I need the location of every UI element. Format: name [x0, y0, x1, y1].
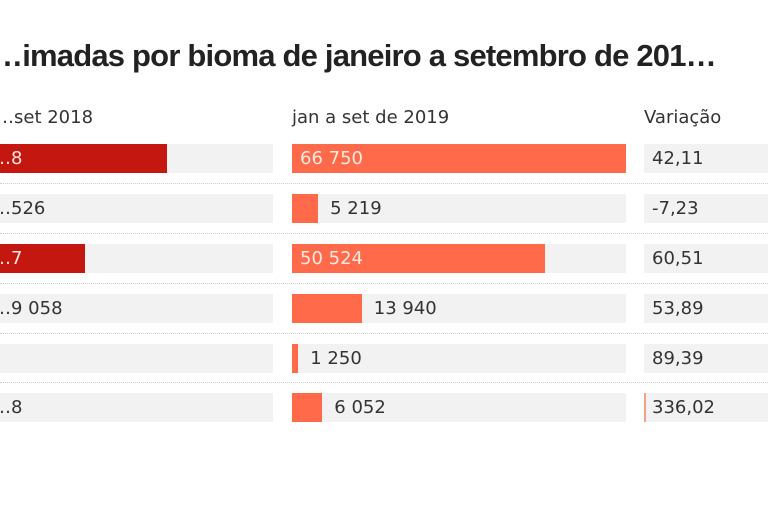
- value-label-variation: 60,51: [652, 248, 704, 269]
- bar-track-2018: …8: [0, 144, 273, 173]
- bar-2019: [292, 393, 323, 422]
- value-label-variation: -7,23: [652, 198, 699, 219]
- bar-track-variation: 53,89: [644, 294, 768, 323]
- bar-track-variation: 42,11: [644, 144, 768, 173]
- value-label-variation: 89,39: [652, 348, 704, 369]
- row-separator: [0, 382, 768, 383]
- bar-2019: [292, 244, 545, 273]
- value-label-2019: 50 524: [300, 248, 363, 269]
- bar-track-variation: 60,51: [644, 244, 768, 273]
- value-label-2019: 1 250: [310, 348, 362, 369]
- bar-2019: [292, 344, 299, 373]
- column-header-variation: Variação: [644, 107, 722, 128]
- bar-2019: [292, 144, 626, 173]
- value-label-variation: 336,02: [652, 397, 715, 418]
- value-label-2019: 66 750: [300, 148, 363, 169]
- bar-track-2019: 6 052: [292, 393, 626, 422]
- value-label-2019: 6 052: [334, 397, 386, 418]
- bar-track-2019: 50 524: [292, 244, 626, 273]
- row-separator: [0, 333, 768, 334]
- bar-variation: [644, 393, 646, 422]
- column-header-2019: jan a set de 2019: [292, 107, 450, 128]
- value-label-2018: …8: [0, 397, 23, 418]
- bar-track-variation: -7,23: [644, 194, 768, 223]
- value-label-2019: 13 940: [373, 298, 437, 319]
- chart-title: …imadas por bioma de janeiro a setembro …: [0, 38, 717, 73]
- bar-track-2019: 13 940: [292, 294, 626, 323]
- bar-track-2019: 66 750: [292, 144, 626, 173]
- bar-2019: [292, 194, 319, 223]
- bar-track-2018: …7: [0, 244, 273, 273]
- bar-2019: [292, 294, 362, 323]
- bar-track-variation: 336,02: [644, 393, 768, 422]
- value-label-2018: …526: [0, 198, 46, 219]
- bar-track-2018: …526: [0, 194, 273, 223]
- row-separator: [0, 233, 768, 234]
- column-header-2018: …set 2018: [0, 107, 94, 128]
- bar-track-2019: 5 219: [292, 194, 626, 223]
- bar-track-2018: …9 058: [0, 294, 273, 323]
- bar-2018: [0, 144, 167, 173]
- bar-track-variation: 89,39: [644, 344, 768, 373]
- bar-track-2018: [0, 344, 273, 373]
- value-label-2018: …7: [0, 248, 23, 269]
- row-separator: [0, 283, 768, 284]
- bar-2018: [0, 244, 86, 273]
- value-label-variation: 53,89: [652, 298, 704, 319]
- bar-track-2018: …8: [0, 393, 273, 422]
- bar-track-2019: 1 250: [292, 344, 626, 373]
- value-label-variation: 42,11: [652, 148, 704, 169]
- value-label-2018: …8: [0, 148, 23, 169]
- value-label-2019: 5 219: [330, 198, 382, 219]
- value-label-2018: …9 058: [0, 298, 63, 319]
- row-separator: [0, 183, 768, 184]
